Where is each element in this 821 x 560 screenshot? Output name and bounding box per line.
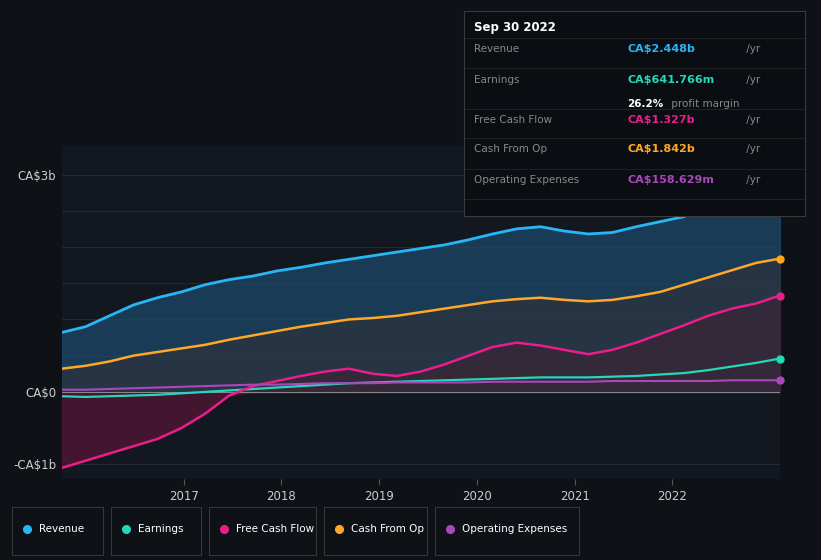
Text: Operating Expenses: Operating Expenses (462, 524, 567, 534)
Text: CA$1.327b: CA$1.327b (627, 115, 695, 125)
Text: /yr: /yr (743, 44, 760, 54)
Text: Free Cash Flow: Free Cash Flow (236, 524, 314, 534)
Text: /yr: /yr (743, 144, 760, 154)
Text: /yr: /yr (743, 115, 760, 125)
Text: Revenue: Revenue (474, 44, 519, 54)
Text: CA$641.766m: CA$641.766m (627, 74, 714, 85)
Text: Sep 30 2022: Sep 30 2022 (474, 21, 556, 34)
Text: /yr: /yr (743, 74, 760, 85)
Text: Cash From Op: Cash From Op (351, 524, 424, 534)
Text: /yr: /yr (743, 175, 760, 185)
Text: Earnings: Earnings (474, 74, 520, 85)
Text: CA$158.629m: CA$158.629m (627, 175, 714, 185)
Text: Revenue: Revenue (39, 524, 85, 534)
Text: Earnings: Earnings (138, 524, 183, 534)
Text: Free Cash Flow: Free Cash Flow (474, 115, 553, 125)
Text: CA$2.448b: CA$2.448b (627, 44, 695, 54)
Text: CA$1.842b: CA$1.842b (627, 144, 695, 154)
Text: Cash From Op: Cash From Op (474, 144, 547, 154)
Text: 26.2%: 26.2% (627, 99, 663, 109)
Text: profit margin: profit margin (668, 99, 740, 109)
Text: Operating Expenses: Operating Expenses (474, 175, 580, 185)
